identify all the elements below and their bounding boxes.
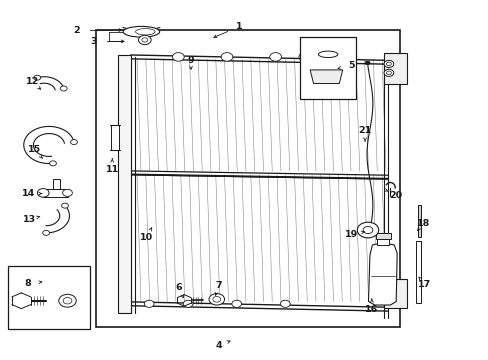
- Polygon shape: [368, 243, 396, 305]
- Circle shape: [42, 230, 49, 235]
- Circle shape: [363, 226, 372, 234]
- Circle shape: [383, 293, 393, 300]
- Circle shape: [70, 140, 77, 145]
- Circle shape: [221, 53, 232, 61]
- Circle shape: [280, 300, 289, 307]
- Circle shape: [60, 86, 67, 91]
- Circle shape: [142, 38, 147, 42]
- Ellipse shape: [318, 51, 337, 58]
- Circle shape: [383, 60, 393, 67]
- Circle shape: [183, 300, 193, 307]
- Circle shape: [386, 286, 390, 290]
- Bar: [376, 237, 388, 245]
- Text: 7: 7: [215, 281, 222, 290]
- Circle shape: [365, 61, 369, 65]
- Text: 19: 19: [344, 230, 357, 239]
- Text: 12: 12: [26, 77, 40, 86]
- Circle shape: [212, 296, 220, 302]
- Circle shape: [386, 62, 390, 66]
- Text: 13: 13: [23, 215, 36, 224]
- Circle shape: [386, 295, 390, 298]
- Text: 15: 15: [28, 145, 41, 154]
- Bar: [383, 53, 407, 84]
- Bar: [117, 55, 130, 313]
- Bar: [111, 125, 118, 150]
- Text: 20: 20: [389, 190, 402, 199]
- Circle shape: [34, 75, 41, 80]
- Circle shape: [49, 161, 56, 166]
- Text: 8: 8: [25, 279, 31, 288]
- Circle shape: [383, 69, 393, 76]
- Text: 18: 18: [416, 219, 429, 228]
- Bar: [417, 205, 420, 237]
- Bar: [53, 179, 60, 189]
- Text: 11: 11: [105, 165, 119, 174]
- Circle shape: [138, 35, 151, 45]
- Text: 1: 1: [236, 22, 243, 31]
- Circle shape: [63, 297, 72, 304]
- Bar: [383, 279, 407, 307]
- Text: 3: 3: [90, 37, 97, 46]
- Circle shape: [144, 300, 154, 307]
- Text: 2: 2: [73, 26, 80, 35]
- Circle shape: [357, 222, 378, 238]
- Ellipse shape: [123, 26, 159, 37]
- Bar: [375, 233, 390, 239]
- Circle shape: [37, 189, 49, 197]
- Text: 16: 16: [365, 305, 378, 314]
- Circle shape: [383, 284, 393, 292]
- Circle shape: [298, 53, 310, 61]
- Text: 10: 10: [140, 233, 153, 242]
- Text: 6: 6: [175, 283, 182, 292]
- Text: 9: 9: [187, 56, 194, 65]
- Circle shape: [208, 294, 224, 305]
- Text: 5: 5: [347, 61, 354, 70]
- Text: 4: 4: [216, 341, 222, 350]
- Circle shape: [172, 53, 184, 61]
- Text: 17: 17: [417, 280, 430, 289]
- Bar: [43, 189, 67, 197]
- Circle shape: [59, 294, 76, 307]
- Polygon shape: [309, 70, 342, 84]
- Circle shape: [386, 71, 390, 75]
- Circle shape: [62, 189, 72, 197]
- Bar: [299, 37, 356, 99]
- Bar: [8, 266, 90, 329]
- Ellipse shape: [135, 28, 155, 35]
- Text: 14: 14: [21, 189, 35, 198]
- Text: 21: 21: [358, 126, 371, 135]
- Circle shape: [269, 53, 281, 61]
- Bar: [96, 30, 399, 327]
- Circle shape: [61, 203, 68, 208]
- Circle shape: [231, 300, 241, 307]
- Bar: [415, 241, 420, 303]
